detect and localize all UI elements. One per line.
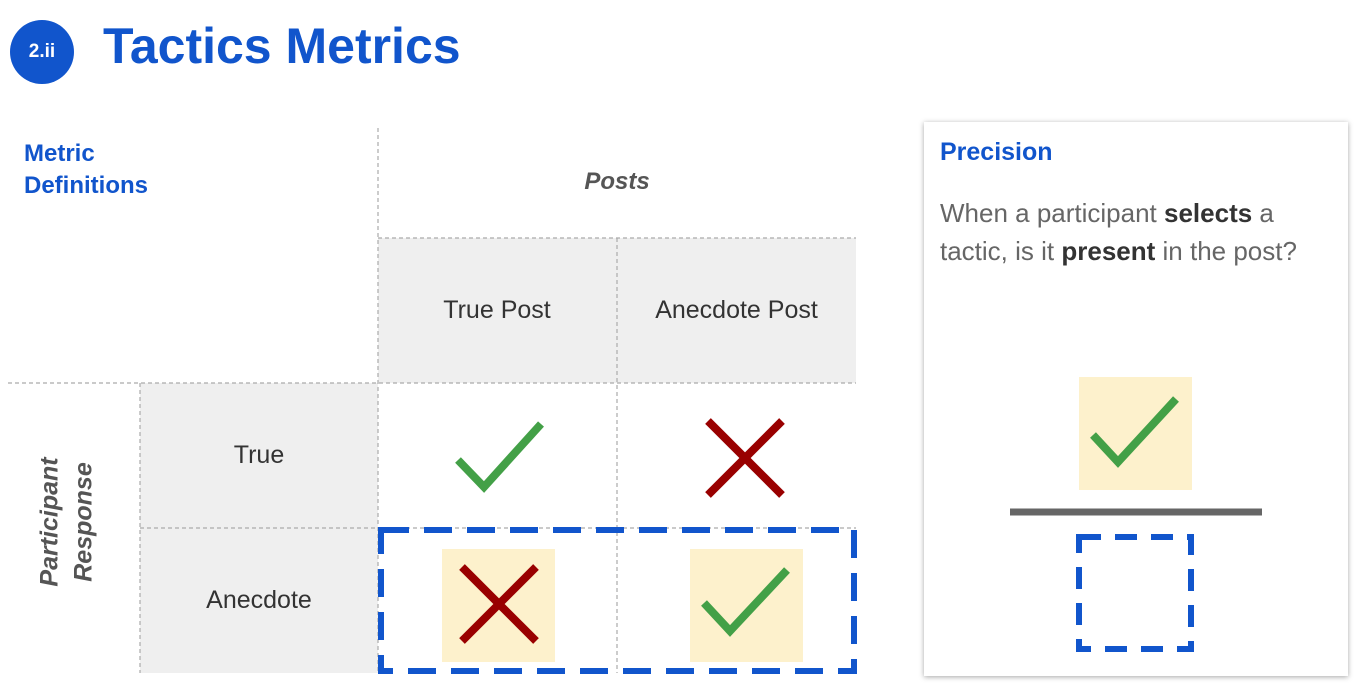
check-icon: [455, 421, 544, 493]
check-icon: [1090, 396, 1179, 468]
page-title: Tactics Metrics: [103, 18, 461, 74]
grid-lines: [8, 128, 856, 673]
precision-text-1: When a participant: [940, 198, 1165, 228]
precision-text-3: in the post?: [1155, 236, 1297, 266]
metric-definitions-line1: Metric: [24, 140, 95, 167]
precision-bold-present: present: [1061, 236, 1156, 266]
selected-row-dashed-box: [378, 527, 857, 674]
precision-description: When a participant selects a tactic, is …: [940, 194, 1340, 270]
posts-axis-label: Posts: [584, 168, 650, 195]
section-number-badge: 2.ii: [10, 20, 74, 84]
precision-title: Precision: [940, 138, 1053, 166]
cross-icon: [459, 564, 539, 644]
numerator-highlight: [1079, 377, 1192, 490]
precision-text-2: a tactic, is it: [940, 198, 1274, 266]
cross-icon: [705, 418, 785, 498]
check-icon: [701, 567, 790, 637]
row-header-true: True: [233, 441, 285, 469]
row-header-anecdote: Anecdote: [206, 586, 312, 614]
section-number: 2.ii: [28, 41, 56, 62]
metric-definitions-line2: Definitions: [24, 172, 148, 199]
precision-bold-selects: selects: [1164, 198, 1253, 228]
precision-card: Precision When a participant selects a t…: [924, 122, 1348, 676]
dashed-box-icon: [1076, 534, 1194, 652]
precision-fraction-graphic: [1010, 377, 1262, 652]
column-header-true-post: True Post: [443, 296, 551, 324]
metric-definitions-label: Metric Definitions: [24, 138, 148, 202]
column-header-anecdote-post: Anecdote Post: [655, 296, 818, 324]
